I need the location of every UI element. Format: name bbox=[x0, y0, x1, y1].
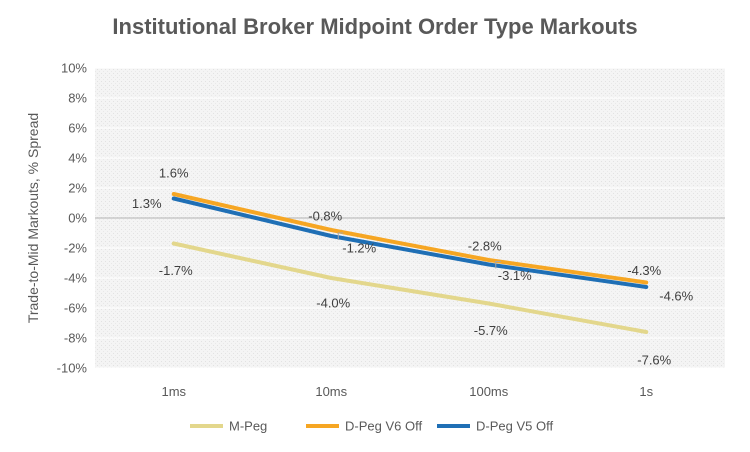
data-label: -4.3% bbox=[627, 263, 661, 278]
data-label: -1.7% bbox=[159, 263, 193, 278]
data-label-leader bbox=[495, 261, 501, 269]
y-tick-label: 0% bbox=[68, 211, 87, 226]
x-tick-label: 10ms bbox=[315, 384, 347, 399]
data-label: -5.7% bbox=[474, 323, 508, 338]
y-axis-title: Trade-to-Mid Markouts, % Spread bbox=[25, 113, 41, 323]
y-tick-label: -10% bbox=[57, 361, 88, 376]
data-label: 1.6% bbox=[159, 166, 189, 181]
series-line-2 bbox=[171, 196, 649, 289]
data-label: -1.2% bbox=[342, 241, 376, 256]
data-label: -0.8% bbox=[308, 209, 342, 224]
data-label: -4.0% bbox=[316, 296, 350, 311]
data-label-leader bbox=[337, 232, 344, 240]
y-tick-label: 8% bbox=[68, 91, 87, 106]
y-tick-label: 10% bbox=[61, 61, 87, 76]
y-tick-label: -6% bbox=[64, 301, 88, 316]
data-label: -4.6% bbox=[659, 289, 693, 304]
data-label: -7.6% bbox=[637, 353, 671, 368]
data-label: -2.8% bbox=[468, 239, 502, 254]
x-tick-label: 100ms bbox=[469, 384, 509, 399]
data-label: -3.1% bbox=[498, 268, 532, 283]
series-line-0 bbox=[171, 241, 649, 334]
y-tick-label: 4% bbox=[68, 151, 87, 166]
y-tick-label: 2% bbox=[68, 181, 87, 196]
x-tick-label: 1s bbox=[639, 384, 653, 399]
legend-label-2: D-Peg V5 Off bbox=[476, 419, 553, 434]
chart-title: Institutional Broker Midpoint Order Type… bbox=[112, 14, 638, 39]
y-tick-label: 6% bbox=[68, 121, 87, 136]
y-tick-label: -4% bbox=[64, 271, 88, 286]
y-tick-label: -8% bbox=[64, 331, 88, 346]
legend-label-1: D-Peg V6 Off bbox=[345, 419, 422, 434]
series-line-1 bbox=[171, 192, 649, 285]
legend-label-0: M-Peg bbox=[229, 419, 267, 434]
y-tick-label: -2% bbox=[64, 241, 88, 256]
x-tick-label: 1ms bbox=[161, 384, 186, 399]
data-label: 1.3% bbox=[132, 196, 162, 211]
